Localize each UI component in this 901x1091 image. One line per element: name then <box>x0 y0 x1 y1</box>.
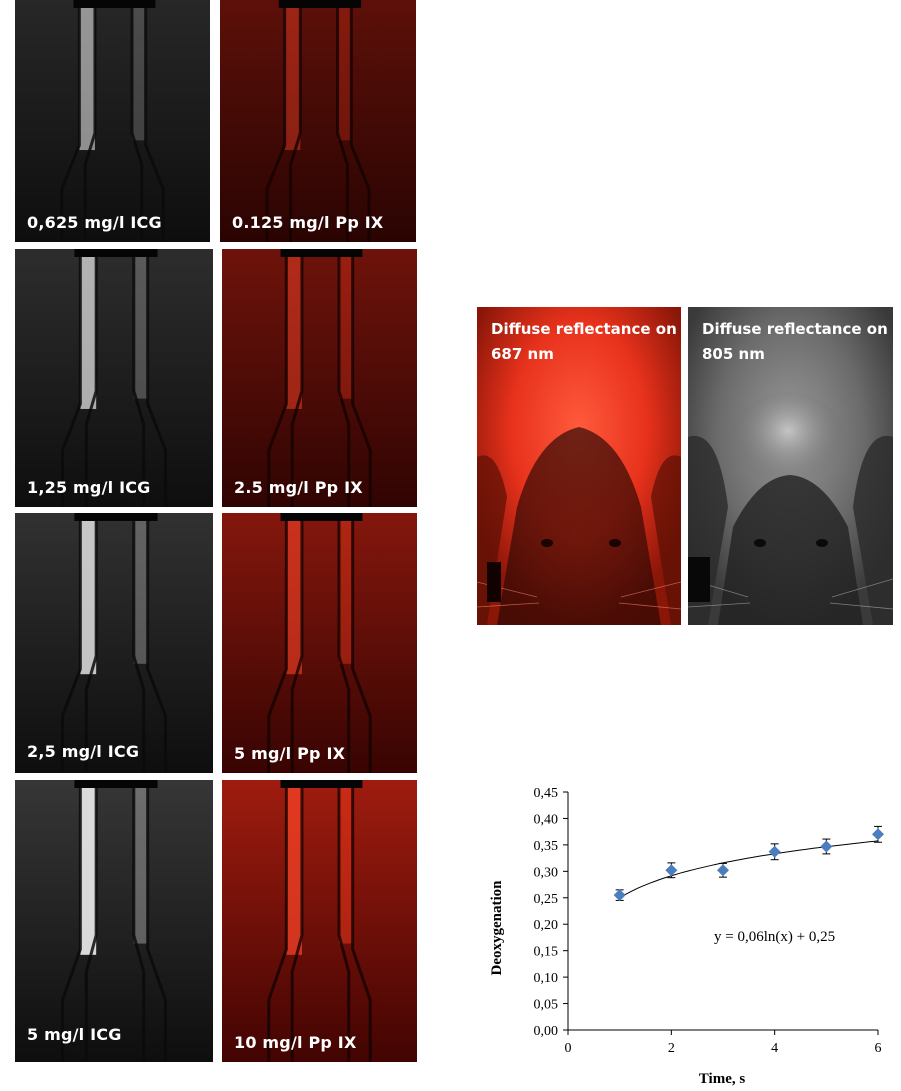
data-point <box>613 889 626 902</box>
y-tick-label: 0,10 <box>534 971 559 986</box>
trendline-equation: y = 0,06ln(x) + 0,25 <box>714 929 835 945</box>
y-tick-label: 0,45 <box>534 786 559 801</box>
y-tick-label: 0,40 <box>534 812 559 827</box>
panel-caption: 2.5 mg/l Pp IX <box>234 478 363 497</box>
data-point <box>768 845 781 858</box>
panel-ppix-0125: 0.125 mg/l Pp IX <box>220 0 416 242</box>
x-tick-label: 4 <box>771 1041 778 1056</box>
chart-axes <box>563 791 879 1035</box>
panel-icg-125: 1,25 mg/l ICG <box>15 249 213 507</box>
mouse-caption: Diffuse reflectance on 805 nm <box>702 320 888 363</box>
panel-caption: 2,5 mg/l ICG <box>27 742 140 761</box>
y-tick-label: 0,05 <box>534 998 559 1013</box>
y-tick-label: 0,20 <box>534 918 559 933</box>
data-points <box>613 825 884 902</box>
data-point <box>665 864 678 877</box>
x-axis-label: Time, s <box>699 1071 746 1087</box>
cuvette-image <box>222 780 417 1062</box>
mouse-image-687nm: Diffuse reflectance on 687 nm <box>477 307 681 625</box>
y-tick-label: 0,15 <box>534 945 559 960</box>
y-tick-labels: 0,00 0,05 0,10 0,15 0,20 0,25 0,30 0,35 0,40 0,45 <box>534 786 559 1039</box>
panel-icg-0625: 0,625 mg/l ICG <box>15 0 210 242</box>
mouse-photo <box>688 307 893 625</box>
cuvette-image <box>15 513 213 773</box>
mouse-photo <box>477 307 681 625</box>
y-tick-label: 0,25 <box>534 892 559 907</box>
panel-caption: 10 mg/l Pp IX <box>234 1033 357 1052</box>
y-axis-label: Deoxygenation <box>489 880 505 976</box>
panel-icg-25: 2,5 mg/l ICG <box>15 513 213 773</box>
mouse-caption: Diffuse reflectance on 687 nm <box>491 320 677 363</box>
panel-ppix-5: 5 mg/l Pp IX <box>222 513 417 773</box>
panel-caption: 5 mg/l Pp IX <box>234 744 346 763</box>
cuvette-image <box>220 0 416 242</box>
panel-icg-5: 5 mg/l ICG <box>15 780 213 1062</box>
trendline <box>619 840 879 899</box>
data-point <box>872 828 884 841</box>
y-tick-label: 0,00 <box>534 1024 559 1039</box>
panel-ppix-10: 10 mg/l Pp IX <box>222 780 417 1062</box>
y-tick-label: 0,35 <box>534 839 559 854</box>
panel-caption: 0.125 mg/l Pp IX <box>232 213 384 232</box>
deoxygenation-chart: 0,00 0,05 0,10 0,15 0,20 0,25 0,30 0,35 0,40 0,45… <box>489 786 884 1087</box>
cuvette-image <box>222 249 417 507</box>
cuvette-image <box>15 0 210 242</box>
x-tick-label: 6 <box>875 1041 882 1056</box>
cuvette-image <box>222 513 417 773</box>
x-tick-label: 2 <box>668 1041 675 1056</box>
panel-caption: 0,625 mg/l ICG <box>27 213 162 232</box>
mouse-image-805nm: Diffuse reflectance on 805 nm <box>688 307 893 625</box>
panel-ppix-25: 2.5 mg/l Pp IX <box>222 249 417 507</box>
panel-caption: 1,25 mg/l ICG <box>27 478 151 497</box>
x-tick-label: 0 <box>565 1041 572 1056</box>
cuvette-image <box>15 780 213 1062</box>
x-tick-labels: 0 2 4 6 <box>565 1041 882 1056</box>
data-point <box>820 840 833 853</box>
cuvette-image <box>15 249 213 507</box>
data-point <box>717 864 729 877</box>
panel-caption: 5 mg/l ICG <box>27 1025 122 1044</box>
y-tick-label: 0,30 <box>534 865 559 880</box>
